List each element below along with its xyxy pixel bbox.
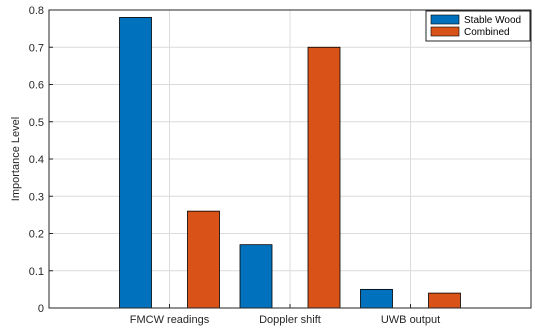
x-axis-ticks: FMCW readings Doppler shift UWB output	[130, 304, 440, 326]
legend-entry-label: Combined	[464, 27, 510, 38]
x-tick-label: UWB output	[381, 314, 440, 326]
bar-combined	[428, 292, 461, 309]
y-tick-label: 0.8	[29, 5, 44, 17]
y-tick-label: 0.1	[29, 266, 44, 278]
y-tick-label: 0.3	[29, 191, 44, 203]
x-tick-label: Doppler shift	[259, 314, 321, 326]
bar-stable-wood	[239, 244, 273, 309]
y-tick-label: 0.5	[29, 117, 44, 129]
legend-swatch	[430, 14, 460, 25]
y-axis-ticks: 0 0.1 0.2 0.3 0.4 0.5 0.6 0.7 0.8	[29, 5, 53, 315]
y-tick-label: 0	[38, 303, 44, 315]
bars	[119, 17, 461, 309]
y-tick-label: 0.7	[29, 42, 44, 54]
y-tick-label: 0.6	[29, 80, 44, 92]
y-axis-label: Importance Level	[10, 117, 22, 201]
x-tick-label: FMCW readings	[130, 314, 210, 326]
legend-swatch	[430, 26, 460, 37]
bar-combined	[187, 210, 220, 309]
y-tick-label: 0.2	[29, 229, 44, 241]
bar-stable-wood	[360, 288, 393, 309]
legend-entry-label: Stable Wood	[464, 15, 521, 26]
bar-stable-wood	[119, 17, 152, 309]
bar-combined	[307, 46, 341, 309]
y-tick-label: 0.4	[29, 154, 44, 166]
